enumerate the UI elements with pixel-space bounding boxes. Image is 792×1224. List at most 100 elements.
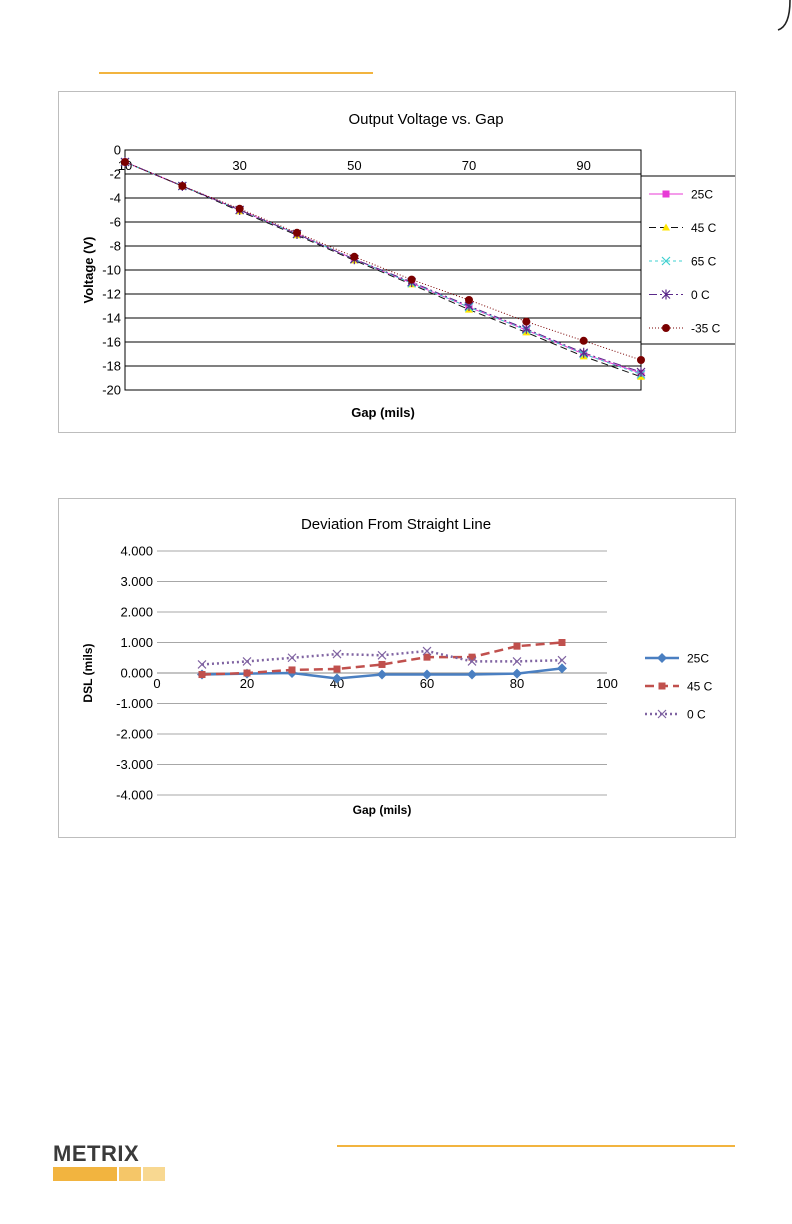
data-point — [288, 666, 296, 674]
logo-bar — [143, 1167, 165, 1181]
y-tick-label: -16 — [102, 335, 121, 350]
y-tick-label: -8 — [109, 239, 121, 254]
legend-label: 45 C — [691, 221, 717, 235]
data-point — [522, 317, 531, 326]
y-tick-label: 1.000 — [120, 635, 153, 650]
data-point — [121, 158, 129, 166]
legend: 25C 45 C 0 C — [645, 652, 713, 722]
data-point — [235, 204, 244, 213]
y-tick-label: -14 — [102, 311, 121, 326]
data-point — [377, 669, 387, 680]
series-line — [124, 161, 642, 378]
data-point — [512, 668, 522, 679]
legend-label: 0 C — [691, 288, 710, 302]
header-rule — [99, 72, 373, 74]
legend-label: 25C — [691, 188, 713, 202]
y-tick-label: 4.000 — [120, 544, 153, 559]
x-axis-label: Gap (mils) — [351, 405, 415, 420]
data-point — [467, 656, 477, 666]
legend-label: 25C — [687, 652, 709, 666]
x-tick-label: 80 — [510, 676, 524, 691]
logo-bar — [119, 1167, 141, 1181]
series-line — [201, 641, 563, 676]
deviation-chart: Deviation From Straight Line 4.000 3.000 2.… — [58, 498, 736, 838]
legend-label: 65 C — [691, 255, 717, 269]
chart-title: Deviation From Straight Line — [301, 516, 491, 533]
logo-text: METRIX — [53, 1141, 140, 1166]
data-point — [467, 669, 477, 680]
y-tick-label: -12 — [102, 287, 121, 302]
y-tick-label: -6 — [109, 215, 121, 230]
y-tick-label: 2.000 — [120, 605, 153, 620]
data-point — [197, 660, 207, 669]
data-point — [468, 653, 476, 661]
data-point — [178, 182, 187, 190]
y-tick-label: 0 — [114, 143, 121, 158]
logo-bars — [53, 1167, 165, 1181]
data-point — [378, 660, 386, 668]
data-point — [513, 642, 521, 650]
x-tick-label: 0 — [153, 676, 160, 691]
y-tick-label: -1.000 — [116, 696, 153, 711]
data-point — [557, 663, 567, 674]
data-point — [377, 650, 387, 660]
y-tick-label: -4.000 — [116, 788, 153, 803]
data-point — [662, 324, 670, 332]
data-point — [407, 275, 416, 284]
data-point — [243, 669, 251, 677]
x-tick-label: 100 — [596, 676, 618, 691]
legend-label: 45 C — [687, 680, 713, 694]
series-0c — [197, 646, 567, 669]
y-tick-label: -2 — [109, 167, 121, 182]
data-point — [333, 665, 341, 673]
data-point — [332, 649, 342, 659]
x-tick-label: 60 — [420, 676, 434, 691]
x-axis-label: Gap (mils) — [353, 803, 412, 817]
data-point — [287, 653, 297, 663]
y-tick-label: -10 — [102, 263, 121, 278]
legend-label: -35 C — [691, 322, 721, 336]
x-tick-label: 20 — [240, 676, 254, 691]
y-tick-label: 0.000 — [120, 666, 153, 681]
data-point — [579, 347, 589, 358]
data-point — [662, 223, 670, 231]
data-point — [350, 252, 359, 261]
x-tick-label: 50 — [347, 158, 361, 173]
data-point — [661, 289, 671, 300]
y-tick-label: -3.000 — [116, 757, 153, 772]
data-point — [662, 190, 670, 198]
metrix-logo: METRIX — [53, 1143, 165, 1181]
data-point — [465, 296, 473, 304]
x-tick-label: 90 — [576, 158, 590, 173]
y-tick-label: -18 — [102, 359, 121, 374]
y-tick-label: -20 — [102, 383, 121, 398]
data-point — [512, 656, 522, 666]
data-point — [422, 646, 432, 656]
data-point — [557, 655, 567, 665]
series-45c — [198, 639, 566, 679]
data-point — [293, 228, 301, 237]
output-voltage-chart-svg: Output Voltage vs. Gap 0 -2 -4 -6 -8 -10 -12 -14… — [81, 111, 735, 420]
x-tick-label: 70 — [462, 158, 476, 173]
legend-box — [640, 175, 735, 345]
data-point — [558, 639, 566, 646]
y-axis-label: Voltage (V) — [81, 237, 96, 304]
data-point — [332, 673, 342, 684]
legend-label: 0 C — [687, 708, 706, 722]
series-line — [124, 161, 642, 374]
page-corner-curve — [777, 0, 791, 31]
data-point — [198, 671, 206, 679]
data-point — [657, 709, 667, 719]
data-point — [242, 656, 252, 666]
logo-bar — [53, 1167, 117, 1181]
data-point — [579, 336, 588, 345]
y-tick-label: -2.000 — [116, 727, 153, 742]
legend: 25C 45 C 65 C 0 C -35 C — [640, 175, 735, 345]
y-tick-label: -4 — [109, 191, 121, 206]
x-tick-label: 30 — [232, 158, 246, 173]
data-point — [423, 653, 431, 661]
output-voltage-chart: Output Voltage vs. Gap 0 -2 -4 -6 -8 -10 -12 -14… — [58, 91, 736, 433]
data-point — [658, 682, 666, 690]
data-point — [422, 669, 432, 680]
data-point — [657, 653, 667, 663]
